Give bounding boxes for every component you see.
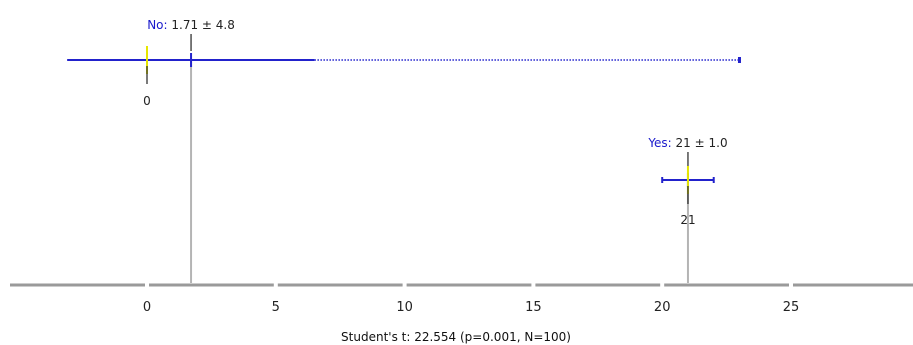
x-tick-label-10: 10 [396, 300, 413, 315]
x-tick-mark-20 [660, 283, 665, 287]
series-rows: 0 No: 1.71 ± 4.8 21 Yes: 21 ± 1.0 [67, 18, 741, 227]
max-marker-no [737, 57, 741, 63]
x-tick-mark-5 [273, 283, 278, 287]
footer-statistic: Student's t: 22.554 (p=0.001, N=100) [341, 330, 571, 344]
series-name-yes: Yes: [647, 136, 675, 150]
x-tick-mark-10 [402, 283, 407, 287]
series-label-yes: Yes: 21 ± 1.0 [647, 136, 727, 150]
series-stat-no: 1.71 ± 4.8 [171, 18, 235, 32]
median-label-yes: 21 [680, 213, 695, 227]
series-yes: 21 Yes: 21 ± 1.0 [647, 136, 727, 227]
x-tick-label-0: 0 [143, 300, 151, 315]
series-label-no: No: 1.71 ± 4.8 [147, 18, 235, 32]
x-tick-mark-25 [789, 283, 793, 287]
series-name-no: No: [147, 18, 171, 32]
x-tick-label-20: 20 [654, 300, 671, 315]
series-stat-yes: 21 ± 1.0 [676, 136, 728, 150]
x-tick-mark-0 [145, 283, 149, 287]
x-tick-label-15: 15 [525, 300, 542, 315]
x-tick-label-25: 25 [783, 300, 800, 315]
x-axis-ticks: 0 5 10 15 20 25 [143, 283, 799, 315]
x-tick-label-5: 5 [272, 300, 280, 315]
series-no: 0 No: 1.71 ± 4.8 [67, 18, 741, 108]
mean-drop-lines [190, 60, 689, 283]
x-tick-mark-15 [531, 283, 536, 287]
median-label-no: 0 [143, 94, 151, 108]
